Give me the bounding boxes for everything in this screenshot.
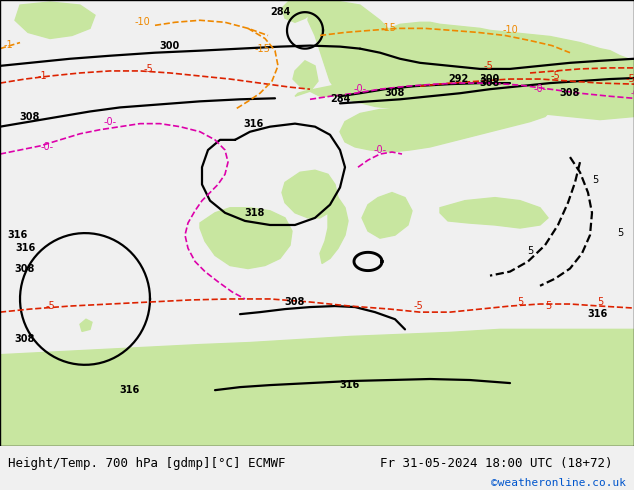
Text: 300: 300 <box>480 74 500 84</box>
Polygon shape <box>293 61 318 91</box>
Text: 316: 316 <box>8 230 28 240</box>
Polygon shape <box>282 170 338 218</box>
Text: -1: -1 <box>3 40 13 49</box>
Text: 5: 5 <box>545 301 551 311</box>
Text: Height/Temp. 700 hPa [gdmp][°C] ECMWF: Height/Temp. 700 hPa [gdmp][°C] ECMWF <box>8 457 285 470</box>
Text: -5: -5 <box>625 74 634 84</box>
Polygon shape <box>440 197 548 228</box>
Text: -0-: -0- <box>353 84 366 94</box>
Text: 308: 308 <box>560 88 580 98</box>
Polygon shape <box>15 2 95 39</box>
Text: -15: -15 <box>380 24 396 33</box>
Text: 5: 5 <box>517 297 523 307</box>
Text: -5: -5 <box>483 61 493 71</box>
Polygon shape <box>0 329 634 446</box>
Text: 5: 5 <box>617 228 623 238</box>
Text: 284: 284 <box>330 94 350 104</box>
Text: 300: 300 <box>160 41 180 50</box>
Text: 316: 316 <box>588 309 608 319</box>
Polygon shape <box>362 193 412 238</box>
Text: 316: 316 <box>15 244 35 253</box>
Text: Fr 31-05-2024 18:00 UTC (18+72): Fr 31-05-2024 18:00 UTC (18+72) <box>380 457 613 470</box>
Text: 308: 308 <box>385 88 405 98</box>
Text: -0-: -0- <box>373 145 387 155</box>
Text: -10: -10 <box>134 17 150 27</box>
Text: 5: 5 <box>527 246 533 256</box>
Text: 316: 316 <box>340 380 360 390</box>
Text: 308: 308 <box>15 335 36 344</box>
Text: 308: 308 <box>15 264 36 273</box>
Text: -5: -5 <box>143 64 153 74</box>
Text: 316: 316 <box>120 385 140 395</box>
Polygon shape <box>460 86 634 120</box>
Text: -5: -5 <box>45 301 55 311</box>
Polygon shape <box>200 208 292 269</box>
Text: 308: 308 <box>480 78 500 88</box>
Text: 318: 318 <box>245 208 265 218</box>
Polygon shape <box>160 390 175 401</box>
Text: ©weatheronline.co.uk: ©weatheronline.co.uk <box>491 478 626 489</box>
Text: -5: -5 <box>550 71 560 81</box>
Text: -0: -0 <box>631 89 634 98</box>
Text: 5: 5 <box>592 175 598 185</box>
Text: -5: -5 <box>413 301 423 311</box>
Polygon shape <box>282 0 320 22</box>
Text: 5: 5 <box>597 297 603 307</box>
Text: 284: 284 <box>270 7 290 17</box>
Text: -1: -1 <box>37 71 47 81</box>
Text: -0-: -0- <box>533 84 547 94</box>
Text: 292: 292 <box>448 74 468 84</box>
Text: -0-: -0- <box>103 117 117 126</box>
Text: -15: -15 <box>254 44 270 53</box>
Text: -10: -10 <box>502 25 518 35</box>
Text: 308: 308 <box>285 297 305 307</box>
Polygon shape <box>80 319 92 331</box>
Polygon shape <box>320 197 348 264</box>
Text: 308: 308 <box>20 112 40 122</box>
Text: -0-: -0- <box>41 142 53 152</box>
Polygon shape <box>295 22 634 112</box>
Polygon shape <box>340 96 555 152</box>
Polygon shape <box>308 0 400 101</box>
Text: 316: 316 <box>243 119 263 129</box>
